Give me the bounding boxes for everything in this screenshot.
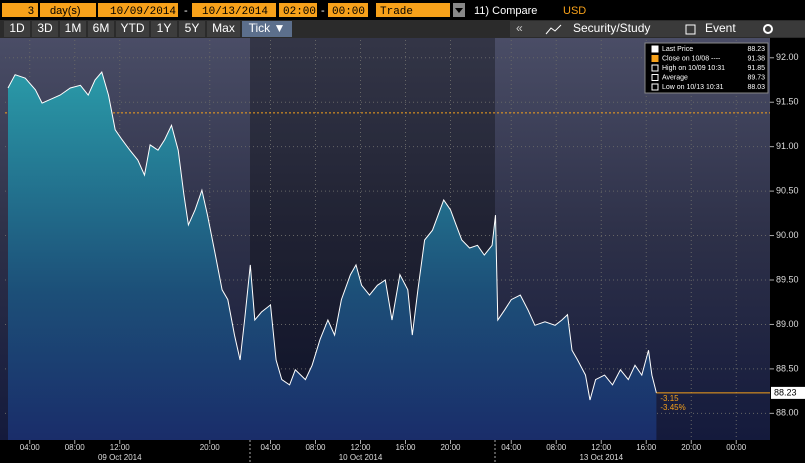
- tab[interactable]: [4, 21, 30, 37]
- start-time[interactable]: 02:00: [283, 6, 316, 18]
- y-tick-label: 92.00: [776, 52, 799, 62]
- x-tick-label: 20:00: [200, 443, 221, 452]
- tab-label[interactable]: 6M: [93, 21, 110, 35]
- tab[interactable]: [179, 21, 205, 37]
- tab-label[interactable]: 5Y: [185, 21, 200, 35]
- change-label: -3.45%: [660, 403, 685, 412]
- x-tick-label: 04:00: [20, 443, 41, 452]
- currency[interactable]: USD: [563, 5, 586, 17]
- last-price-label: 88.23: [774, 387, 797, 397]
- input[interactable]: [192, 3, 276, 17]
- legend-value: 88.23: [747, 46, 765, 53]
- tab[interactable]: [116, 21, 149, 37]
- tab[interactable]: [207, 21, 240, 37]
- x-tick-label: 20:00: [440, 443, 461, 452]
- y-tick-label: 88.00: [776, 408, 799, 418]
- x-axis-panel: [0, 440, 805, 463]
- x-tick-label: 16:00: [395, 443, 416, 452]
- tab[interactable]: [151, 21, 177, 37]
- last-price-tag: [771, 386, 805, 399]
- tab-label[interactable]: YTD: [121, 21, 145, 35]
- settings-icon[interactable]: [763, 24, 773, 34]
- event[interactable]: Event: [705, 21, 736, 35]
- x-tick-label: 04:00: [501, 443, 522, 452]
- legend-swatch: [651, 74, 659, 81]
- x-tick-label: 16:00: [636, 443, 657, 452]
- action-bar: [510, 21, 805, 37]
- end-date[interactable]: 10/13/2014: [202, 6, 268, 18]
- x-tick-label: 08:00: [305, 443, 326, 452]
- input[interactable]: [376, 3, 450, 17]
- end-time[interactable]: 00:00: [332, 6, 365, 18]
- input[interactable]: [98, 3, 178, 17]
- tab-label[interactable]: 3D: [37, 21, 53, 35]
- date-label: 10 Oct 2014: [339, 453, 383, 462]
- input[interactable]: [40, 3, 96, 17]
- compare[interactable]: 11) Compare: [474, 5, 537, 17]
- date-label: 09 Oct 2014: [98, 453, 142, 462]
- tab-label[interactable]: Max: [212, 21, 235, 35]
- event-icon: [685, 24, 696, 35]
- separator: -: [184, 5, 188, 17]
- legend: Last Price 88.23 Close on 10/08 ---- 91.38 H…: [644, 42, 769, 94]
- tab-label[interactable]: 1M: [65, 21, 82, 35]
- price-line: [7, 70, 657, 401]
- legend-swatch: [651, 64, 659, 72]
- input[interactable]: [279, 3, 317, 17]
- y-tick-label: 90.00: [776, 230, 799, 240]
- x-tick-label: 20:00: [681, 443, 702, 452]
- legend-swatch: [651, 83, 659, 91]
- legend-value: 91.85: [747, 65, 765, 72]
- legend-label: Last Price: [662, 46, 693, 53]
- y-tick-label: 88.50: [776, 363, 799, 373]
- tab[interactable]: [60, 21, 86, 37]
- x-tick-label: 12:00: [591, 443, 612, 452]
- period-unit[interactable]: day(s): [50, 5, 81, 17]
- legend-label: Low on 10/13 10:31: [662, 84, 724, 91]
- dropdown-arrow: [455, 8, 463, 13]
- input[interactable]: [2, 3, 38, 17]
- x-tick-label: 12:00: [350, 443, 371, 452]
- x-tick-label: 08:00: [65, 443, 86, 452]
- tab-label[interactable]: Tick ▼: [249, 21, 286, 35]
- y-tick-label: 90.50: [776, 185, 799, 195]
- change-label: -3.15: [660, 394, 679, 403]
- tab-label[interactable]: 1Y: [157, 21, 172, 35]
- tab[interactable]: [88, 21, 114, 37]
- x-tick-label: 12:00: [110, 443, 131, 452]
- x-tick-label: 04:00: [260, 443, 281, 452]
- y-tick-label: 91.00: [776, 141, 799, 151]
- market[interactable]: Trade: [380, 6, 413, 18]
- collapse[interactable]: «: [516, 21, 523, 35]
- legend-label: Average: [662, 74, 688, 81]
- legend-label: High on 10/09 10:31: [662, 65, 725, 72]
- x-tick-label: 08:00: [546, 443, 567, 452]
- period-count[interactable]: 3: [28, 5, 34, 17]
- legend-swatch: [651, 55, 659, 62]
- legend-value: 89.73: [747, 74, 765, 81]
- study-icon: [545, 24, 562, 35]
- separator: -: [321, 5, 325, 17]
- start-date[interactable]: 10/09/2014: [110, 6, 176, 18]
- date-label: 13 Oct 2014: [579, 453, 623, 462]
- input[interactable]: [328, 3, 368, 17]
- legend-label: Close on 10/08 ----: [662, 55, 721, 62]
- x-tick-label: 00:00: [726, 443, 747, 452]
- legend-box: [644, 42, 769, 94]
- legend-value: 88.03: [747, 84, 765, 91]
- y-tick-label: 91.50: [776, 97, 799, 107]
- price-area: [8, 72, 657, 440]
- legend-swatch: [651, 45, 659, 53]
- security-study[interactable]: Security/Study: [573, 21, 650, 35]
- y-tick-label: 89.50: [776, 274, 799, 284]
- y-axis-panel: [770, 38, 805, 440]
- tab-label[interactable]: 1D: [9, 21, 25, 35]
- tab[interactable]: [32, 21, 58, 37]
- legend-value: 91.38: [747, 55, 765, 62]
- y-tick-label: 89.00: [776, 319, 799, 329]
- tab[interactable]: [242, 21, 292, 37]
